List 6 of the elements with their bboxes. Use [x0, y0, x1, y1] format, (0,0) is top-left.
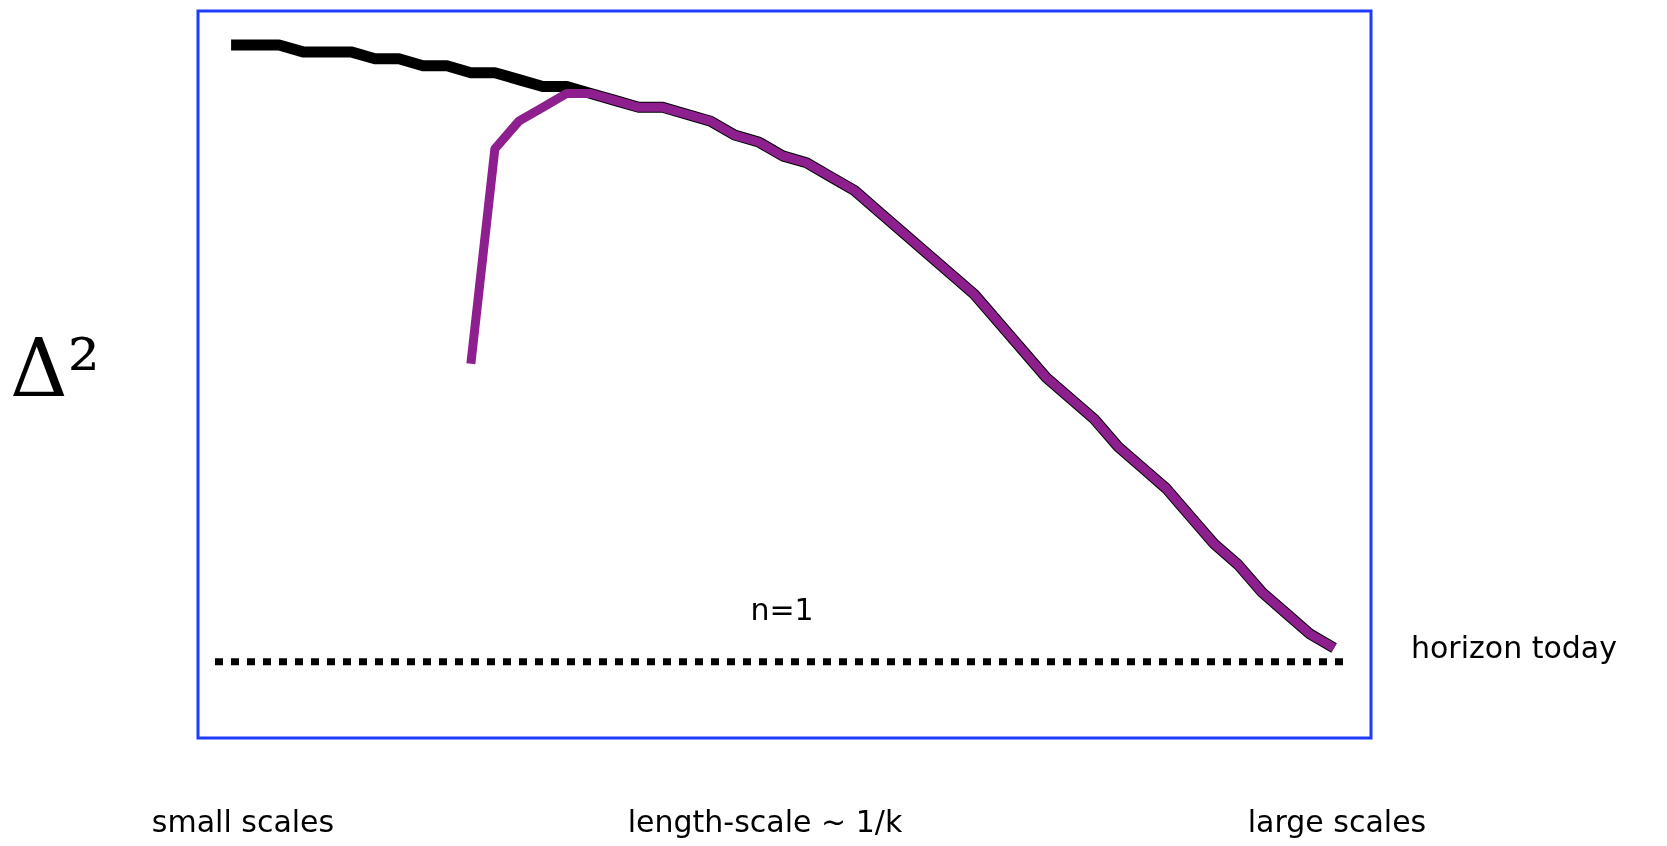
- text: small scales: [151, 803, 335, 839]
- text: large scales: [1247, 803, 1427, 839]
- x-axis-title: length-scale ~ 1/k: [627, 803, 903, 839]
- y-axis-title: Δ²: [10, 321, 100, 415]
- annotation: n=1: [750, 591, 814, 627]
- ref-line-label: horizon today: [1411, 629, 1617, 665]
